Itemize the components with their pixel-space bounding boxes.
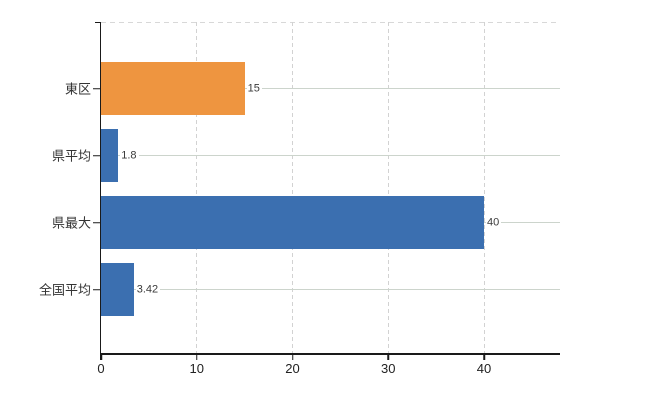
bar-value-label: 1.8	[120, 149, 139, 162]
x-axis-tick-label: 40	[476, 361, 492, 376]
bar-value-label: 15	[246, 82, 262, 95]
category-label: 県平均	[51, 148, 91, 163]
category-label: 東区	[64, 81, 91, 96]
x-axis-tick	[196, 355, 198, 360]
vertical-gridline	[292, 22, 293, 354]
category-label: 全国平均	[38, 282, 91, 297]
category-label: 県最大	[51, 215, 91, 230]
plot-top-border	[101, 22, 560, 23]
plot-area: 15 1.8 40 3.42	[101, 22, 560, 354]
category-tick	[93, 87, 101, 90]
x-axis-tick-label: 20	[285, 361, 300, 376]
x-axis-tick	[387, 355, 389, 360]
x-axis-line	[99, 353, 560, 355]
y-axis-line	[99, 22, 101, 360]
category-tick	[93, 154, 101, 157]
vertical-gridline	[483, 22, 485, 354]
horizontal-gridline	[101, 155, 560, 156]
chart-bar	[101, 263, 134, 316]
category-tick	[93, 221, 101, 224]
x-axis-tick	[291, 355, 294, 360]
x-axis-tick-label: 30	[381, 361, 396, 376]
horizontal-gridline	[101, 289, 560, 290]
chart-bar	[101, 196, 484, 249]
x-axis-tick	[100, 355, 102, 360]
vertical-gridline	[196, 22, 198, 354]
x-axis-tick-label: 10	[189, 361, 204, 376]
x-axis-tick	[483, 355, 485, 360]
bar-value-label: 3.42	[135, 283, 161, 296]
category-tick	[93, 288, 101, 291]
bar-value-label: 40	[486, 216, 502, 229]
horizontal-gridline	[101, 88, 560, 89]
x-axis-tick-label: 0	[97, 361, 105, 376]
chart-bar	[101, 129, 119, 182]
y-axis-top-tick	[95, 21, 101, 23]
vertical-gridline	[387, 22, 389, 354]
chart-bar	[101, 62, 245, 115]
